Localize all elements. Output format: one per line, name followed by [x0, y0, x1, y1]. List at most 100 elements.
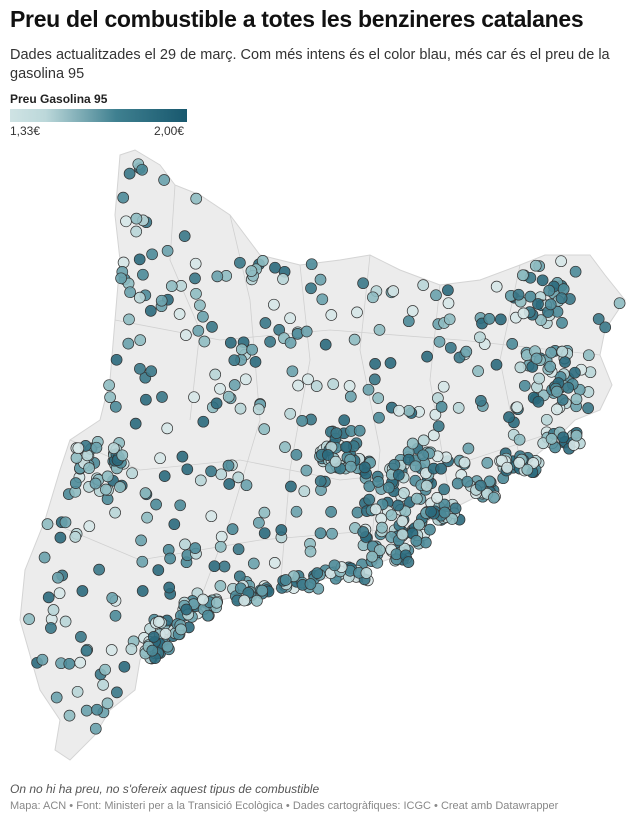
station-marker[interactable] [435, 401, 448, 413]
station-marker[interactable] [325, 309, 338, 321]
station-marker[interactable] [214, 540, 227, 553]
station-marker[interactable] [417, 279, 430, 291]
station-marker[interactable] [208, 560, 221, 573]
station-marker[interactable] [115, 272, 127, 285]
station-marker[interactable] [54, 531, 67, 544]
station-marker[interactable] [521, 463, 534, 476]
station-marker[interactable] [322, 449, 334, 461]
station-marker[interactable] [123, 313, 135, 326]
station-marker[interactable] [535, 314, 547, 326]
station-marker[interactable] [101, 697, 114, 710]
station-marker[interactable] [110, 353, 123, 366]
station-marker[interactable] [264, 335, 276, 348]
station-marker[interactable] [117, 191, 130, 204]
station-marker[interactable] [358, 461, 371, 474]
station-marker[interactable] [592, 313, 605, 325]
station-marker[interactable] [210, 397, 223, 410]
station-marker[interactable] [126, 467, 138, 480]
station-marker[interactable] [192, 324, 205, 337]
station-marker[interactable] [72, 442, 85, 455]
station-marker[interactable] [344, 460, 357, 473]
station-marker[interactable] [357, 526, 370, 538]
station-marker[interactable] [376, 521, 388, 534]
station-marker[interactable] [222, 390, 235, 403]
station-marker[interactable] [544, 298, 557, 311]
station-marker[interactable] [205, 465, 217, 478]
station-marker[interactable] [47, 604, 60, 616]
station-marker[interactable] [442, 297, 455, 310]
station-marker[interactable] [551, 385, 563, 398]
station-marker[interactable] [180, 329, 192, 341]
station-marker[interactable] [228, 354, 241, 367]
station-marker[interactable] [129, 417, 142, 430]
station-marker[interactable] [406, 305, 419, 317]
station-marker[interactable] [348, 333, 361, 346]
station-marker[interactable] [327, 378, 340, 390]
station-marker[interactable] [175, 623, 187, 636]
station-marker[interactable] [159, 627, 172, 640]
station-marker[interactable] [314, 475, 327, 487]
station-marker[interactable] [462, 442, 475, 455]
station-marker[interactable] [599, 321, 612, 334]
station-marker[interactable] [514, 361, 527, 374]
station-marker[interactable] [141, 511, 153, 524]
station-marker[interactable] [310, 380, 323, 392]
station-marker[interactable] [613, 297, 626, 310]
station-marker[interactable] [89, 477, 102, 490]
station-marker[interactable] [146, 248, 158, 261]
station-marker[interactable] [52, 571, 64, 584]
station-marker[interactable] [488, 491, 500, 504]
station-marker[interactable] [45, 622, 57, 634]
station-marker[interactable] [483, 313, 496, 325]
station-marker[interactable] [36, 653, 49, 666]
station-marker[interactable] [290, 448, 303, 461]
station-marker[interactable] [158, 174, 170, 186]
station-marker[interactable] [205, 510, 218, 523]
station-marker[interactable] [556, 394, 569, 406]
station-marker[interactable] [164, 552, 176, 565]
station-marker[interactable] [197, 415, 210, 428]
station-marker[interactable] [90, 441, 103, 454]
station-marker[interactable] [133, 291, 146, 304]
station-marker[interactable] [114, 481, 126, 493]
station-marker[interactable] [124, 286, 136, 299]
station-marker[interactable] [178, 230, 191, 242]
station-marker[interactable] [461, 475, 474, 488]
station-marker[interactable] [425, 505, 437, 518]
station-marker[interactable] [258, 527, 271, 540]
station-marker[interactable] [367, 291, 379, 304]
station-marker[interactable] [562, 381, 575, 394]
station-marker[interactable] [300, 464, 313, 477]
station-marker[interactable] [38, 551, 51, 564]
station-marker[interactable] [80, 644, 93, 657]
station-marker[interactable] [155, 294, 168, 307]
station-marker[interactable] [125, 643, 138, 655]
station-marker[interactable] [369, 503, 382, 516]
station-marker[interactable] [99, 663, 111, 676]
station-marker[interactable] [490, 280, 503, 293]
station-marker[interactable] [442, 284, 454, 297]
station-marker[interactable] [366, 550, 378, 563]
station-marker[interactable] [136, 555, 149, 568]
station-marker[interactable] [417, 434, 430, 447]
station-marker[interactable] [284, 407, 297, 420]
station-marker[interactable] [165, 280, 178, 292]
station-marker[interactable] [190, 192, 203, 205]
station-marker[interactable] [190, 287, 202, 300]
station-marker[interactable] [224, 336, 237, 349]
station-marker[interactable] [109, 400, 122, 413]
station-marker[interactable] [403, 404, 415, 417]
station-marker[interactable] [437, 380, 450, 393]
station-marker[interactable] [316, 293, 329, 306]
station-marker[interactable] [41, 518, 54, 530]
station-marker[interactable] [430, 289, 442, 302]
station-marker[interactable] [258, 423, 271, 435]
station-marker[interactable] [168, 518, 181, 531]
station-marker[interactable] [232, 543, 245, 556]
station-marker[interactable] [240, 479, 253, 492]
station-marker[interactable] [75, 631, 87, 643]
station-marker[interactable] [419, 536, 432, 549]
station-marker[interactable] [174, 499, 187, 512]
station-marker[interactable] [513, 456, 526, 469]
station-marker[interactable] [582, 349, 595, 362]
